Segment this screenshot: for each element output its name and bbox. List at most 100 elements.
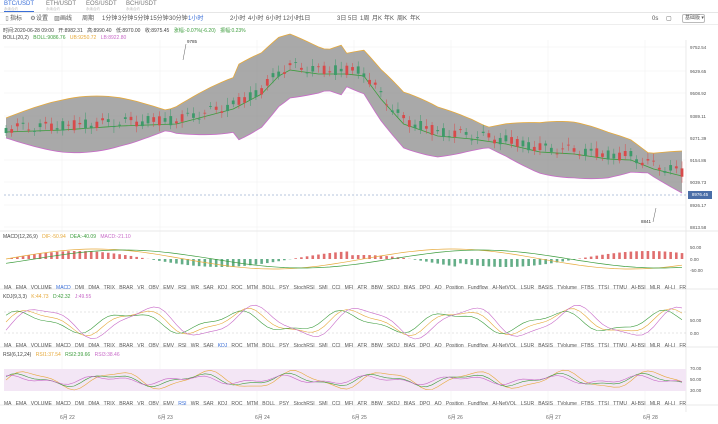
indicator-option[interactable]: WR	[190, 401, 200, 407]
indicator-option[interactable]: Position	[445, 343, 464, 349]
indicator-option[interactable]: RSI	[178, 285, 187, 291]
period-option[interactable]: 5日	[348, 16, 358, 22]
indicator-option[interactable]: TRIX	[103, 285, 116, 291]
indicator-option[interactable]: MFI	[344, 401, 354, 407]
indicator-option[interactable]: OBV	[148, 285, 159, 291]
indicator-option[interactable]: BOLL	[262, 285, 276, 291]
indicator-option[interactable]: DPO	[419, 343, 431, 349]
indicator-option[interactable]: CCI	[331, 401, 341, 407]
indicator-option[interactable]: VR	[137, 343, 145, 349]
indicator-option[interactable]: MACD	[56, 343, 71, 349]
indicator-option[interactable]: BRAR	[119, 401, 134, 407]
indicator-option[interactable]: SAR	[203, 401, 214, 407]
indicator-option[interactable]: ATR	[357, 285, 368, 291]
indicator-option[interactable]: StochRSI	[293, 285, 315, 291]
indicator-option[interactable]: FTBS	[581, 401, 594, 407]
indicator-option[interactable]: BIAS	[403, 401, 416, 407]
indicator-option[interactable]: BASIS	[538, 343, 553, 349]
indicator-option[interactable]: FTBS	[581, 285, 594, 291]
indicator-option[interactable]: TTMU	[613, 401, 627, 407]
indicator-option[interactable]: BIAS	[403, 343, 416, 349]
indicator-option[interactable]: ATR	[357, 401, 368, 407]
indicator-option[interactable]: BBW	[371, 343, 383, 349]
indicator-option[interactable]: EMV	[163, 401, 175, 407]
period-option[interactable]: 3分钟	[118, 16, 134, 22]
period-option[interactable]: 周K	[397, 16, 408, 22]
indicator-option[interactable]: MLR	[649, 285, 661, 291]
indicator-option[interactable]: EMA	[15, 285, 27, 291]
indicator-option[interactable]: Fundflow	[467, 285, 489, 291]
period-option[interactable]: 1分钟	[102, 16, 118, 22]
indicator-option[interactable]: ROC	[231, 343, 243, 349]
indicator-option[interactable]: Position	[445, 401, 464, 407]
indicator-option[interactable]: FR	[679, 343, 686, 349]
fullscreen-icon[interactable]: ▢	[666, 16, 672, 22]
indicator-option[interactable]: TRIX	[103, 343, 116, 349]
mode-select[interactable]: 基础版 ▾	[682, 14, 705, 23]
indicator-option[interactable]: BBW	[371, 285, 383, 291]
indicator-option[interactable]: KDJ	[217, 401, 228, 407]
indicator-option[interactable]: DMI	[74, 401, 85, 407]
indicator-option[interactable]: MA	[4, 343, 12, 349]
indicator-option[interactable]: FR	[679, 401, 686, 407]
indicator-option[interactable]: SMI	[318, 401, 328, 407]
indicator-option[interactable]: TVolume	[557, 401, 577, 407]
period-option[interactable]: 1日	[301, 16, 311, 22]
tab-btc-usdt[interactable]: BTC/USDT 永续合约	[4, 1, 34, 12]
indicator-option[interactable]: MACD	[56, 285, 71, 291]
indicator-option[interactable]: MA	[4, 285, 12, 291]
indicator-option[interactable]: BRAR	[119, 343, 134, 349]
indicator-option[interactable]: PSY	[279, 343, 290, 349]
indicator-option[interactable]: DMA	[88, 401, 100, 407]
indicator-option[interactable]: SAR	[203, 285, 214, 291]
indicator-option[interactable]: CCI	[331, 343, 341, 349]
indicator-option[interactable]: PSY	[279, 285, 290, 291]
indicator-option[interactable]: TTSI	[598, 343, 609, 349]
indicator-option[interactable]: OBV	[148, 343, 159, 349]
indicator-option[interactable]: LSUR	[520, 285, 535, 291]
indicator-option[interactable]: SKDJ	[386, 401, 400, 407]
indicator-option[interactable]: SAR	[203, 343, 214, 349]
indicator-option[interactable]: AI-BSI	[631, 343, 646, 349]
indicator-option[interactable]: WR	[190, 343, 200, 349]
indicator-option[interactable]: BASIS	[538, 285, 553, 291]
tab-eth-usdt[interactable]: ETH/USDT 永续合约	[46, 1, 76, 12]
indicator-option[interactable]: EMV	[163, 285, 175, 291]
indicator-option[interactable]: SMI	[318, 343, 328, 349]
indicator-option[interactable]: DPO	[419, 285, 431, 291]
indicator-option[interactable]: EMA	[15, 401, 27, 407]
indicator-option[interactable]: VOLUME	[30, 401, 52, 407]
indicator-option[interactable]: DMA	[88, 285, 100, 291]
settings-button[interactable]: ⚙设置	[30, 15, 48, 23]
indicator-option[interactable]: ATR	[357, 343, 368, 349]
indicator-option[interactable]: SMI	[318, 285, 328, 291]
period-option[interactable]: 4小时	[248, 16, 264, 22]
period-option[interactable]: 6小时	[266, 16, 282, 22]
indicator-option[interactable]: DMI	[74, 285, 85, 291]
indicator-option[interactable]: MLR	[649, 343, 661, 349]
indicator-option[interactable]: FR	[679, 285, 686, 291]
indicator-option[interactable]: BOLL	[262, 401, 276, 407]
indicator-option[interactable]: DMA	[88, 343, 100, 349]
indicator-option[interactable]: SKDJ	[386, 343, 400, 349]
indicator-option[interactable]: DMI	[74, 343, 85, 349]
indicator-option[interactable]: AI-NetVOL	[492, 285, 517, 291]
indicator-option[interactable]: BIAS	[403, 285, 416, 291]
period-option[interactable]: 15分钟	[150, 16, 169, 22]
indicator-option[interactable]: AI-LI	[664, 401, 676, 407]
indicator-option[interactable]: MTM	[246, 285, 259, 291]
indicator-option[interactable]: MLR	[649, 401, 661, 407]
period-option[interactable]: 年K	[384, 16, 395, 22]
indicator-option[interactable]: TVolume	[557, 285, 577, 291]
draw-button[interactable]: ▨画线	[54, 15, 72, 23]
indicator-option[interactable]: RSI	[178, 343, 187, 349]
indicator-option[interactable]: TTMU	[613, 285, 627, 291]
indicator-option[interactable]: MACD	[56, 401, 71, 407]
indicator-option[interactable]: TTSI	[598, 401, 609, 407]
indicator-option[interactable]: MTM	[246, 401, 259, 407]
indicator-option[interactable]: AI-LI	[664, 285, 676, 291]
indicator-option[interactable]: EMV	[163, 343, 175, 349]
period-option[interactable]: 2小时	[230, 16, 246, 22]
indicator-option[interactable]: AI-LI	[664, 343, 676, 349]
indicator-option[interactable]: VOLUME	[30, 285, 52, 291]
